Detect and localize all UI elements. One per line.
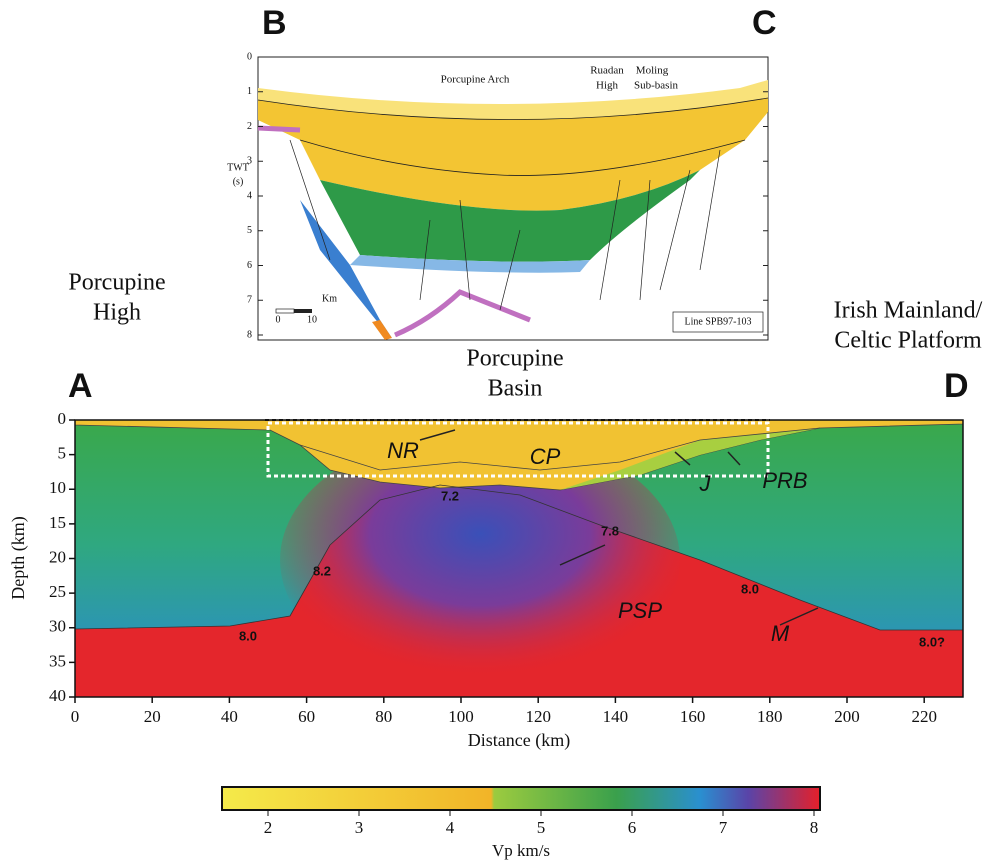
y-tick-label: 10 [49,478,66,497]
y-tick-label: 25 [49,582,66,601]
region-label: High [93,300,141,326]
scale-label: Km [322,293,337,304]
y-tick-label: 7 [247,295,252,306]
unit-label: PSP [618,598,662,623]
unit-label: PRB [762,468,807,493]
annotation: Porcupine Arch [441,74,510,86]
x-tick-label: 200 [834,707,860,726]
x-tick-label: 20 [144,707,161,726]
axis-label: Distance (km) [468,730,570,751]
colorbar [221,786,821,811]
x-tick-label: 100 [448,707,474,726]
panel-label: B [262,4,287,42]
velocity-label: 8.0 [239,628,257,643]
unit-label: NR [387,438,419,463]
colorbar-tick-label: 6 [628,818,637,837]
annotation: High [596,80,619,92]
velocity-label: 7.2 [441,488,459,503]
x-tick-label: 140 [603,707,629,726]
x-tick-label: 60 [298,707,315,726]
y-tick-label: 2 [247,121,252,132]
annotation: Moling [636,65,669,77]
region-label: Basin [488,376,543,402]
axis-label: (s) [233,176,244,187]
colorbar-tick-label: 4 [446,818,455,837]
y-tick-label: 6 [247,260,252,271]
y-tick-label: 30 [49,617,66,636]
axis-label: Depth (km) [8,516,29,599]
y-tick-label: 40 [49,686,66,705]
annotation: Sub-basin [634,80,679,92]
colorbar-tick-label: 7 [719,818,728,837]
y-tick-label: 15 [49,513,66,532]
y-tick-label: 0 [58,409,67,428]
x-tick-label: 180 [757,707,783,726]
velocity-label: 8.2 [313,563,331,578]
unit-label: M [771,621,790,646]
panel-label: C [752,4,777,42]
panel-label: D [944,367,969,405]
axis-label: TWT [227,162,249,173]
region-label: Celtic Platform [834,328,982,354]
colorbar-tick-label: 8 [810,818,819,837]
y-tick-label: 35 [49,651,66,670]
x-tick-label: 120 [525,707,551,726]
y-tick-label: 5 [247,225,252,236]
x-tick-label: 40 [221,707,238,726]
x-tick-label: 0 [71,707,80,726]
unit-label: CP [530,444,561,469]
y-tick-label: 3 [247,156,252,167]
y-tick-label: 0 [247,51,252,62]
y-tick-label: 5 [58,444,67,463]
velocity-label: 7.8 [601,523,619,538]
line-id: Line SPB97-103 [685,316,752,327]
y-tick-label: 1 [247,86,252,97]
x-tick-label: 80 [375,707,392,726]
region-label: Porcupine [68,270,165,296]
y-tick-label: 4 [247,190,252,201]
panel-label: A [68,367,93,405]
x-tick-label: 220 [911,707,937,726]
region-label: Irish Mainland/ [834,298,983,324]
x-tick-label: 160 [680,707,706,726]
velocity-model [74,419,964,698]
scale-label: 0 [276,314,281,325]
colorbar-tick-label: 3 [355,818,364,837]
colorbar-tick-label: 5 [537,818,546,837]
colorbar-label: Vp km/s [492,841,550,860]
y-tick-label: 20 [49,547,66,566]
seismic-section [257,56,769,341]
velocity-label: 8.0? [919,634,945,649]
annotation: Ruadan [590,65,624,77]
unit-label: J [699,471,712,496]
region-label: Porcupine [466,346,563,372]
scale-label: 10 [307,314,317,325]
velocity-label: 8.0 [741,581,759,596]
y-tick-label: 8 [247,329,252,340]
colorbar-tick-label: 2 [264,818,273,837]
